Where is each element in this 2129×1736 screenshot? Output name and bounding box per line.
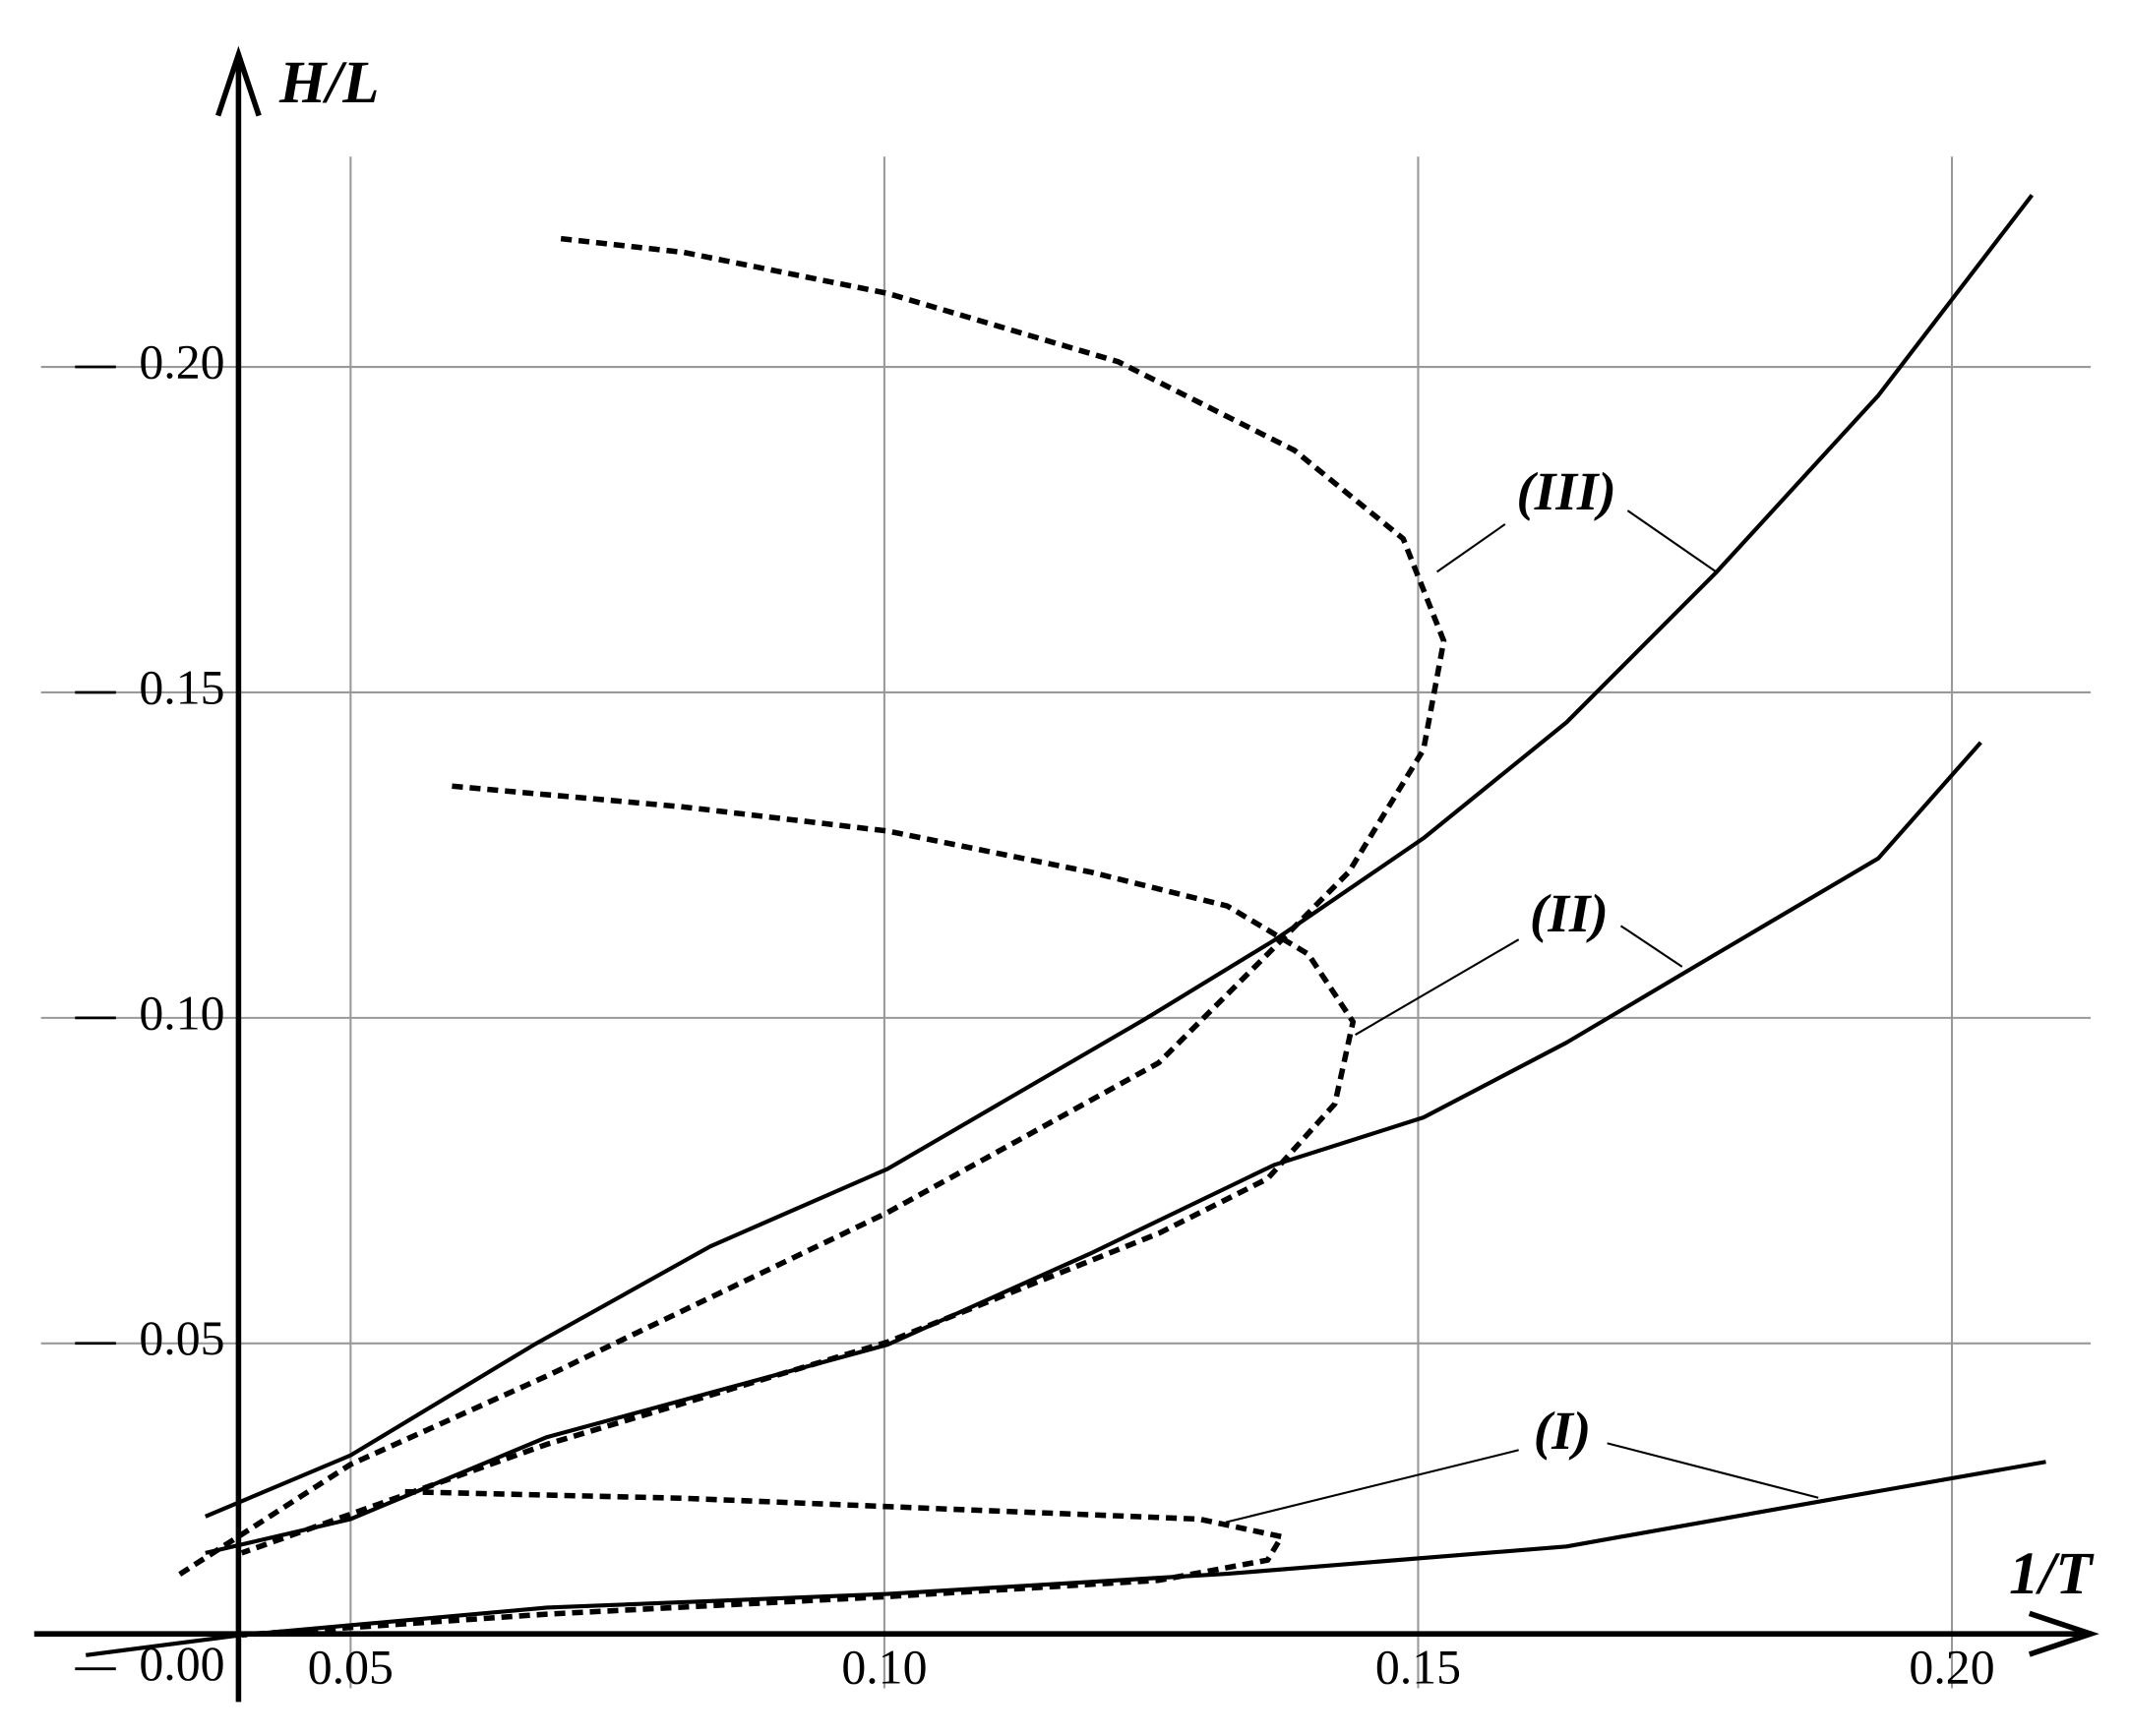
x-axis-title: 1/T <box>2009 1541 2095 1607</box>
y-tick-label: 0.15 <box>139 660 224 714</box>
x-tick-label: 0.05 <box>308 1640 394 1694</box>
leader-line <box>1626 509 1717 573</box>
annotation: (I) <box>1534 1401 1591 1461</box>
leader-line <box>1619 925 1683 968</box>
annotation: (II) <box>1530 883 1609 943</box>
line-series <box>204 194 2035 1519</box>
annotation: (III) <box>1516 461 1616 521</box>
leader-line <box>1607 1442 1819 1499</box>
y-tick-label: 0.10 <box>139 986 224 1040</box>
line-series <box>172 235 1447 1581</box>
leader-line <box>1436 523 1506 573</box>
x-tick-label: 0.10 <box>841 1640 927 1694</box>
line-series <box>241 1488 1285 1639</box>
leader-line <box>1225 1449 1519 1524</box>
y-tick-label: 0.20 <box>139 334 224 389</box>
x-axis-arrow <box>2028 1610 2099 1657</box>
line-series <box>240 783 1357 1556</box>
y-axis-arrow <box>215 45 262 117</box>
y-axis-title: H/L <box>278 50 379 116</box>
x-tick-label: 0.15 <box>1375 1640 1461 1694</box>
leader-line <box>1355 938 1520 1036</box>
x-tick-label: 0.20 <box>1909 1640 1994 1694</box>
line-series <box>205 741 1982 1555</box>
y-tick-label: 0.05 <box>139 1311 224 1365</box>
